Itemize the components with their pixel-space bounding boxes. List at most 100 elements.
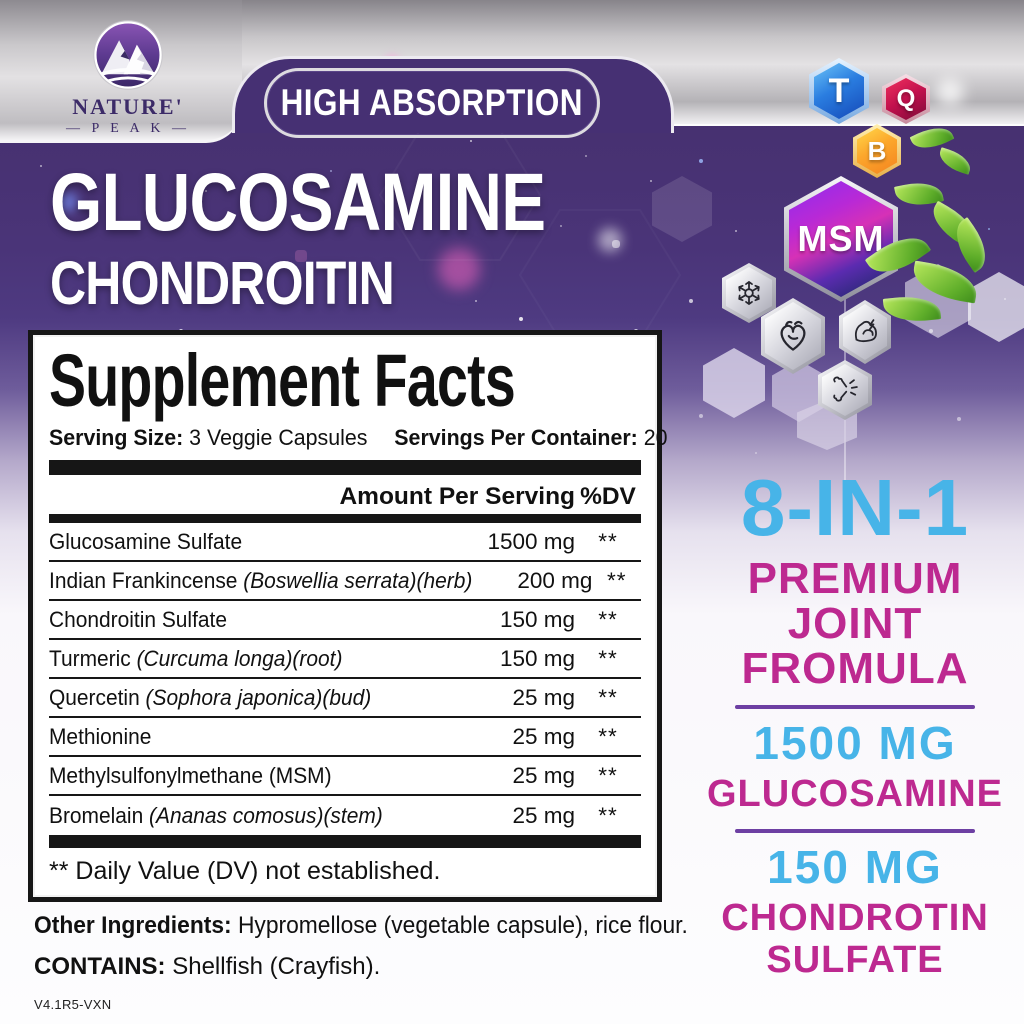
dv-column-header: %DV [580,483,636,511]
table-row: Chondroitin Sulfate 150 mg ** [49,601,641,641]
heart-benefit-hexagon [761,298,825,374]
claim-ingredient-1: GLUCOSAMINE [707,772,1003,815]
supplement-facts-panel: Supplement Facts Serving Size: 3 Veggie … [28,330,668,902]
badge-label: HIGH ABSORPTION [280,82,584,123]
ingredient-name: Glucosamine Sulfate [49,529,427,555]
ingredient-amount: 1500 mg [487,528,575,554]
joint-icon [833,376,858,402]
claims-column: 8-IN-1 PREMIUM JOINT FROMULA 1500 MG GLU… [678,468,1024,982]
divider-bar [49,514,641,524]
ingredient-amount: 150 mg [499,645,575,671]
additional-label-info: Other Ingredients: Hypromellose (vegetab… [34,912,688,1012]
serving-size-value: 3 Veggie Capsules [189,425,368,451]
table-header: Amount Per Serving %DV [49,475,641,514]
claim-amount-2: 150 MG [767,841,943,894]
amount-column-header: Amount Per Serving [339,483,575,511]
ingredient-dv: ** [598,684,618,710]
hex-face: Q [886,78,926,120]
hex-letter-q: Q [896,85,916,112]
ingredient-name: Chondroitin Sulfate [49,607,427,633]
serving-info: Serving Size: 3 Veggie Capsules Servings… [49,425,668,451]
ingredient-amount: 200 mg [517,567,593,593]
turmeric-hex-badge: T [809,58,869,124]
claim-ingredient-2-line1: CHONDROTIN [721,896,989,939]
ingredient-amount: 25 mg [512,762,575,788]
nerve-benefit-hexagon [722,263,776,323]
ingredient-amount: 25 mg [512,684,575,710]
ingredient-name: Quercetin (Sophora japonica)(bud) [49,685,427,711]
claim-premium-line3: FROMULA [741,644,969,693]
muscle-icon [854,319,877,343]
servings-per-container-label: Servings Per Container: [394,425,638,451]
ingredient-dv: ** [598,528,618,554]
hex-label-msm: MSM [797,218,885,259]
ingredient-dv: ** [598,723,618,749]
ingredient-name-text: Bromelain [49,802,150,828]
ingredient-dv: ** [606,567,627,593]
nebula-glow [936,78,964,106]
table-row: Bromelain (Ananas comosus)(stem) 25 mg *… [49,796,641,835]
version-code: V4.1R5-VXN [34,997,112,1012]
hex-face [765,302,821,370]
nebula-glow [438,248,480,290]
divider-bar [49,835,641,849]
heart-icon [780,320,806,351]
ingredient-dv: ** [598,645,618,671]
claim-ingredient-2: CHONDROTIN SULFATE [678,897,1024,982]
ingredient-name-text: Quercetin [49,684,146,710]
hex-letter-b: B [867,135,887,166]
claim-ingredient-2-line2: SULFATE [766,939,944,982]
ghost-hexagon [703,348,765,418]
product-title-line1: GLUCOSAMINE [50,157,546,248]
dv-footnote: ** Daily Value (DV) not established. [49,857,441,886]
ingredient-botanical: (Curcuma longa)(root) [136,645,343,671]
brand-logo: NATURE' — P E A K — [48,18,208,137]
claims-divider [735,705,975,709]
servings-per-container-value: 20 [643,425,668,451]
nerve-icon [738,281,760,305]
ingredient-table: Glucosamine Sulfate 1500 mg ** Indian Fr… [49,523,641,835]
nebula-glow [58,192,78,212]
hex-letter-t: T [828,71,850,110]
ingredient-amount: 25 mg [512,723,575,749]
high-absorption-badge: HIGH ABSORPTION [264,68,600,138]
table-row: Indian Frankincense (Boswellia serrata)(… [49,562,641,602]
ingredient-name-text: Turmeric [49,645,137,671]
claim-amount-1: 1500 MG [753,717,957,769]
ingredient-name: Indian Frankincense (Boswellia serrata)(… [49,568,472,594]
msm-hex-badge: MSM [784,176,898,302]
claim-premium-line1: PREMIUM [747,554,963,603]
other-ingredients-label: Other Ingredients: [34,912,232,939]
ingredient-dv: ** [598,606,618,632]
ingredient-name: Methylsulfonylmethane (MSM) [49,763,427,789]
contains-label: CONTAINS: [34,953,166,980]
ingredient-amount: 150 mg [499,606,575,632]
serving-size-label: Serving Size: [49,425,184,451]
table-row: Quercetin (Sophora japonica)(bud) 25 mg … [49,679,641,719]
boswellia-hex-badge: B [853,124,901,178]
brand-name-secondary: — P E A K — [66,121,190,136]
ghost-hexagon [968,272,1024,342]
ingredient-name: Bromelain (Ananas comosus)(stem) [49,803,427,829]
hex-face [726,267,772,319]
hex-face: T [814,63,864,119]
supplement-facts-title: Supplement Facts [49,339,516,422]
hex-face: B [857,128,897,174]
mountain-logo-icon [93,20,163,90]
joint-benefit-hexagon [818,360,872,420]
ingredient-botanical: (Boswellia serrata)(herb) [243,567,473,593]
hex-face [822,364,868,416]
quercetin-hex-badge: Q [882,74,930,124]
ingredient-botanical: (Ananas comosus)(stem) [149,802,383,828]
table-row: Turmeric (Curcuma longa)(root) 150 mg ** [49,640,641,680]
brand-name: NATURE' [72,94,184,119]
muscle-benefit-hexagon [839,300,891,364]
table-row: Glucosamine Sulfate 1500 mg ** [49,523,641,563]
product-title-line2: CHONDROITIN [50,249,395,317]
other-ingredients: Other Ingredients: Hypromellose (vegetab… [34,912,688,940]
claim-premium: PREMIUM JOINT FROMULA [678,556,1024,691]
ingredient-name-text: Chondroitin Sulfate [49,606,227,632]
ingredient-amount: 25 mg [512,802,575,828]
ingredient-name-text: Methylsulfonylmethane (MSM) [49,762,332,788]
